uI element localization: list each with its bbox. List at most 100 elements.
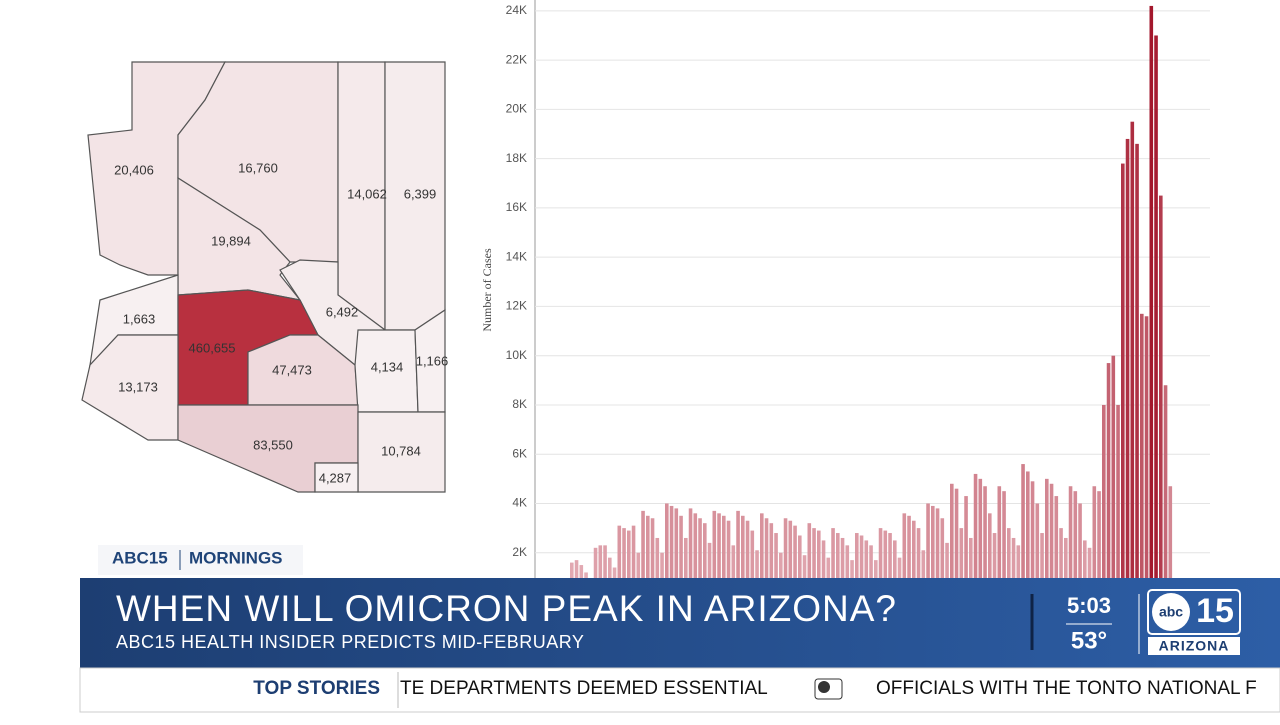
bar (935, 508, 940, 602)
bar (964, 496, 968, 602)
y-tick-label: 6K (512, 446, 527, 460)
bar (1097, 491, 1101, 602)
logo-abc: abc (1159, 604, 1183, 620)
bar (807, 523, 812, 602)
county-label: 20,406 (114, 162, 154, 177)
bar (603, 545, 607, 602)
bar (669, 505, 674, 602)
bar (627, 530, 631, 602)
bar (1092, 486, 1097, 602)
temperature: 53° (1071, 627, 1107, 654)
map: 20,406 16,760 19,894 14,062 6,399 1,663 … (81, 61, 448, 493)
y-tick-label: 10K (506, 348, 527, 362)
bar (855, 533, 859, 602)
bar (1163, 385, 1168, 602)
logo-circle (1152, 593, 1190, 631)
bar (598, 545, 603, 602)
bar (741, 515, 745, 602)
ticker-label: TOP STORIES (253, 678, 380, 699)
bar (660, 552, 664, 602)
bar (755, 550, 759, 602)
county-label: 460,655 (189, 340, 236, 355)
bar (997, 486, 1002, 602)
bar (617, 525, 622, 602)
bar (1149, 5, 1154, 603)
bar (726, 520, 731, 602)
y-tick-label: 16K (506, 200, 527, 214)
ticker-logo (814, 678, 843, 700)
bar (1168, 486, 1173, 602)
ticker-item: TE DEPARTMENTS DEEMED ESSENTIAL (400, 678, 768, 699)
bar (840, 537, 845, 602)
bar (888, 533, 892, 602)
bar (836, 533, 840, 602)
bar (745, 520, 750, 602)
bar (1135, 143, 1139, 602)
bar (954, 488, 959, 602)
bar (983, 486, 987, 602)
bar (916, 528, 921, 602)
y-tick-label: 14K (506, 249, 527, 263)
bar (1059, 528, 1063, 602)
bar (878, 528, 883, 602)
y-tick-label: 8K (512, 397, 527, 411)
bar (698, 518, 702, 602)
bar (978, 478, 983, 602)
bar (926, 503, 930, 602)
bar (684, 537, 688, 602)
bar (1007, 528, 1011, 602)
bar (902, 513, 907, 602)
bar (688, 508, 693, 602)
county (314, 462, 359, 493)
bar (1068, 486, 1073, 602)
bar (1049, 483, 1054, 602)
bar (774, 533, 778, 602)
bar (750, 530, 755, 602)
county-label: 16,760 (238, 160, 278, 175)
bar (831, 528, 835, 602)
bar (679, 515, 683, 602)
bar (1035, 503, 1040, 602)
bar (731, 545, 736, 602)
county-label: 4,287 (319, 470, 352, 485)
bar (798, 535, 802, 602)
bar (631, 525, 636, 602)
bar (712, 510, 717, 602)
bar (707, 542, 712, 602)
tag-box (98, 545, 303, 575)
bar (1159, 195, 1163, 602)
bar (693, 513, 698, 602)
bar (1106, 363, 1111, 602)
bar (988, 513, 992, 602)
bar (655, 537, 660, 602)
y-tick-label: 18K (506, 151, 527, 165)
bar (817, 530, 821, 602)
county-label: 47,473 (272, 362, 312, 377)
logo-frame (1147, 589, 1241, 635)
bar (969, 537, 973, 602)
y-tick-label: 20K (506, 102, 527, 116)
bar (717, 513, 721, 602)
bar (593, 547, 598, 602)
bar (764, 518, 769, 602)
bar (703, 523, 707, 602)
bar (636, 552, 641, 602)
banner (80, 578, 1280, 668)
bar (641, 510, 645, 602)
bar (1083, 540, 1087, 602)
county-label: 83,550 (253, 437, 293, 452)
bar (883, 530, 888, 602)
bar-chart: Number of Cases 2K 4K 6K 8K 10K 12K 14K 16K 18K 2… (480, 0, 1210, 603)
bar (921, 550, 926, 602)
bar (1002, 491, 1006, 602)
ticker-logo (818, 681, 830, 693)
bar (1154, 35, 1158, 603)
county-label: 19,894 (211, 233, 251, 248)
bar (845, 545, 850, 602)
bar (1073, 491, 1078, 602)
bar (812, 528, 816, 602)
bar (1087, 547, 1092, 602)
bar (1102, 404, 1106, 602)
bar (931, 505, 935, 602)
